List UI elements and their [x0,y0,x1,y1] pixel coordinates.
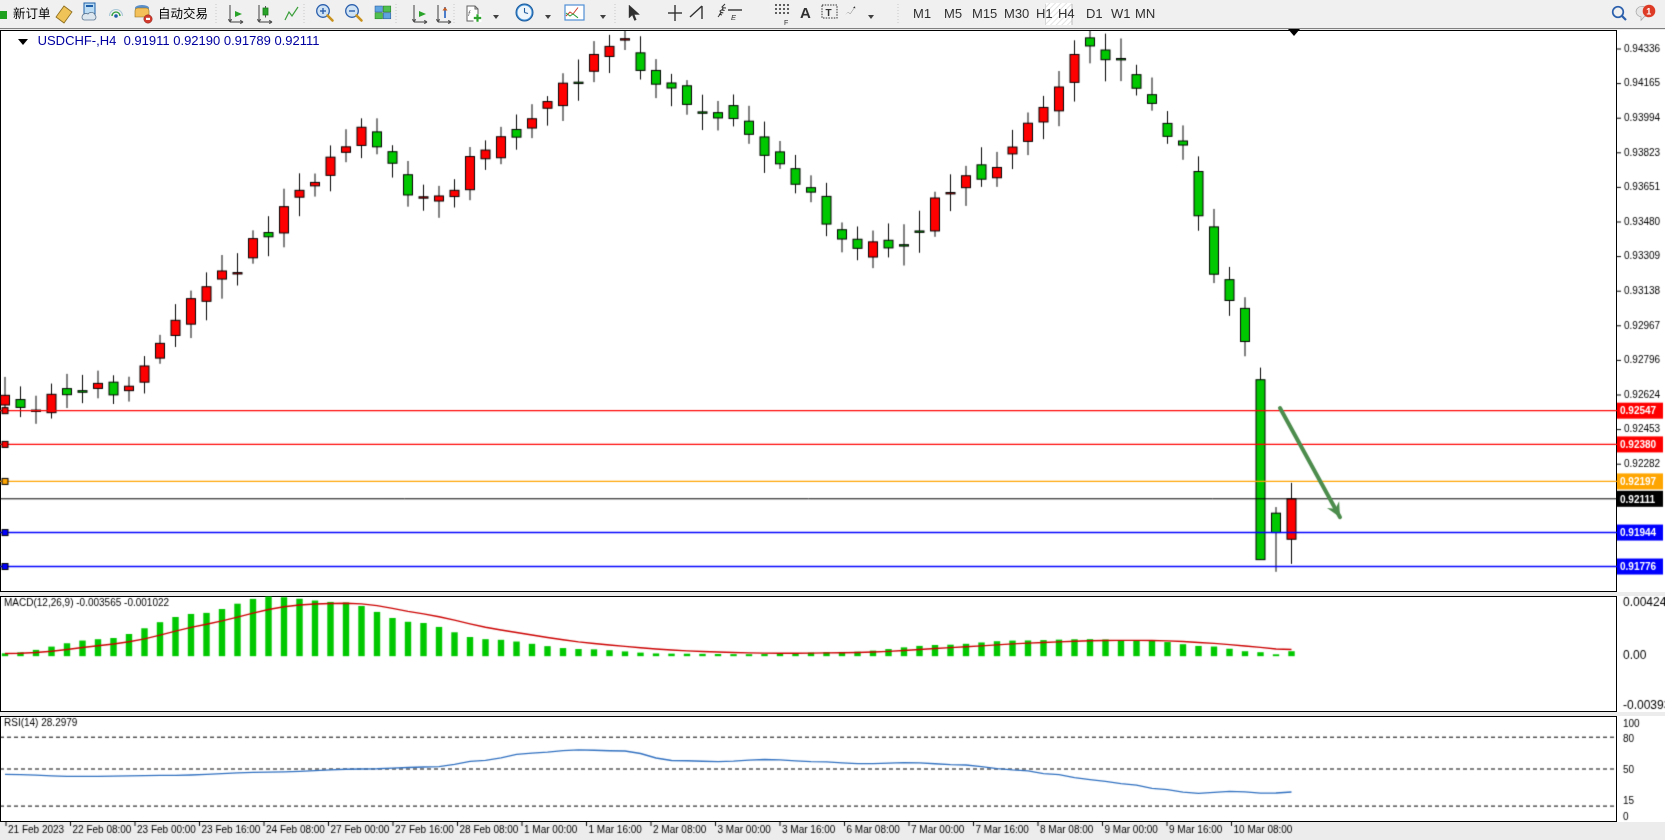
svg-text:A: A [800,5,811,22]
svg-text:H4: H4 [1058,6,1075,21]
svg-text:MN: MN [1135,6,1155,21]
svg-text:M5: M5 [944,6,962,21]
svg-text:T: T [826,8,832,19]
svg-text:M1: M1 [913,6,931,21]
svg-text:H1: H1 [1036,6,1053,21]
svg-text:W1: W1 [1111,6,1131,21]
svg-text:F: F [784,20,788,27]
svg-text:新订单: 新订单 [13,6,51,21]
svg-text:自动交易: 自动交易 [158,6,208,21]
svg-text:D1: D1 [1086,6,1103,21]
svg-text:M30: M30 [1004,6,1029,21]
svg-text:1: 1 [1646,6,1651,16]
svg-text:E: E [731,13,737,22]
svg-text:M15: M15 [972,6,997,21]
